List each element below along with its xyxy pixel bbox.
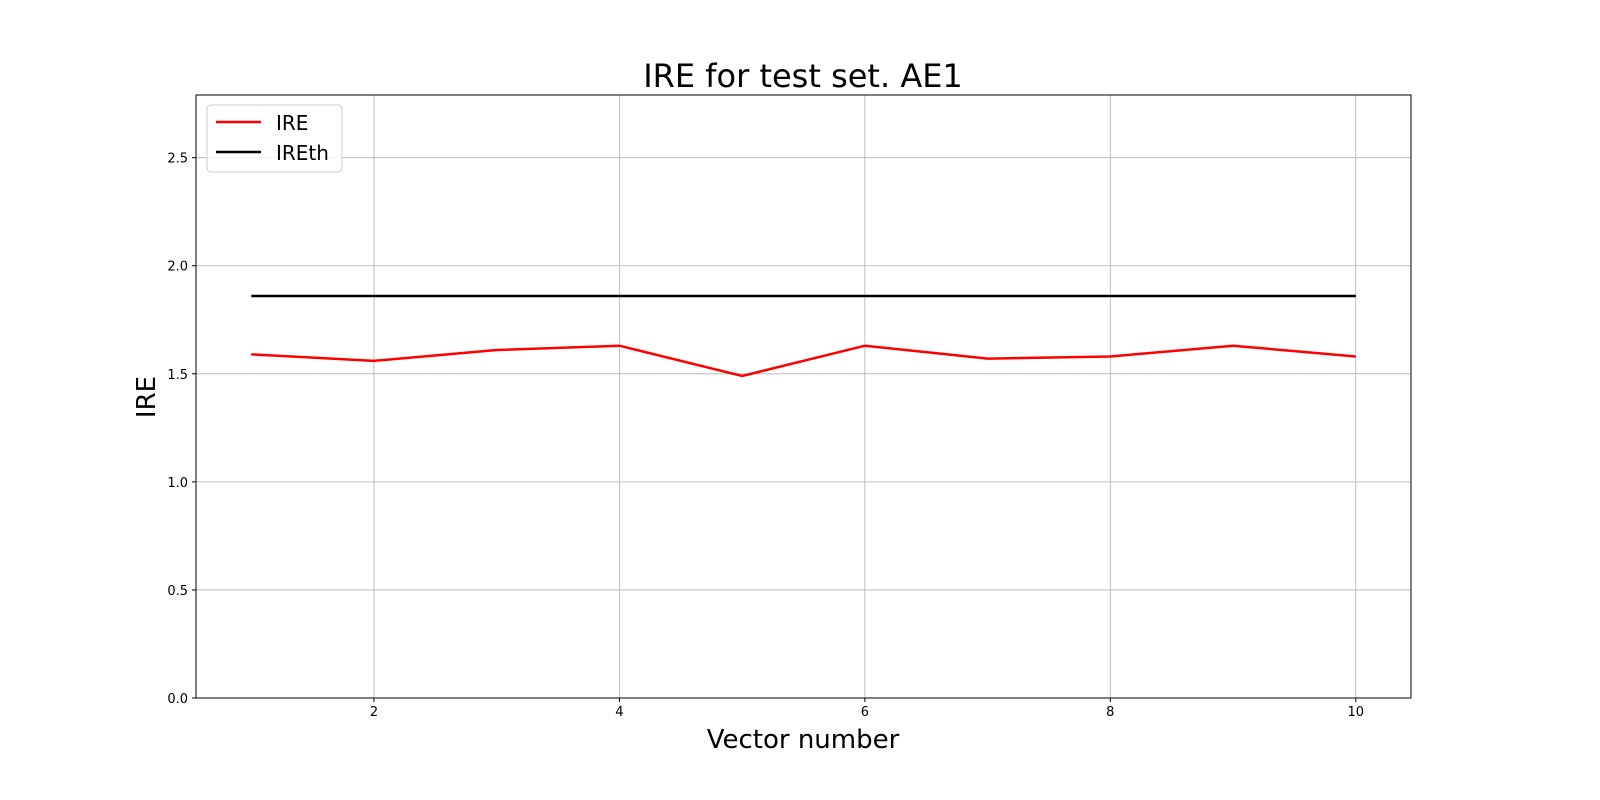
x-axis-label: Vector number [707, 725, 900, 755]
x-tick-label: 2 [370, 705, 378, 720]
y-tick-label: 0.5 [167, 584, 188, 599]
y-tick-label: 2.0 [167, 260, 188, 275]
chart-title: IRE for test set. AE1 [643, 57, 963, 95]
grid [196, 95, 1411, 699]
y-tick-label: 2.5 [167, 152, 188, 167]
x-tick-label: 4 [615, 705, 623, 720]
plot-frame [195, 94, 1412, 699]
legend-label-ire: IRE [276, 111, 308, 135]
series-line-ire [251, 344, 1356, 378]
legend: IRE IREth [206, 104, 343, 173]
y-axis-label: IRE [132, 376, 162, 418]
y-tick-label: 0.0 [167, 692, 188, 707]
x-tick-label: 10 [1347, 705, 1364, 720]
x-tick-label: 6 [861, 705, 869, 720]
x-tick-label: 8 [1106, 705, 1114, 720]
series-group [251, 294, 1356, 378]
legend-label-ireth: IREth [276, 141, 329, 165]
y-tick-label: 1.5 [167, 368, 188, 383]
ticks: 2 4 6 8 10 0.0 0.5 1.0 1.5 2.0 2.5 [167, 152, 1364, 720]
y-tick-label: 1.0 [167, 476, 188, 491]
